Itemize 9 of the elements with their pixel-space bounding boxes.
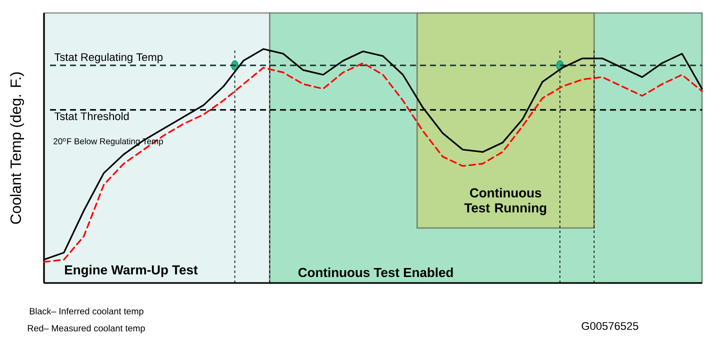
annotation: Continuous Test Enabled [298,268,453,278]
annotation: Engine Warm-Up Test [65,264,198,278]
text: Black– Inferred coolant temp [30,308,144,316]
text: Red– Measured coolant temp [28,324,145,334]
annotation: Continuous Test Running [464,188,546,216]
ref-line-label: Tstat Threshold [54,112,129,120]
text: G00576525 [582,322,638,330]
ref-line-label: Tstat Regulating Temp [54,52,163,64]
y-axis-title: Coolant Temp (deg. F.) [10,72,24,224]
